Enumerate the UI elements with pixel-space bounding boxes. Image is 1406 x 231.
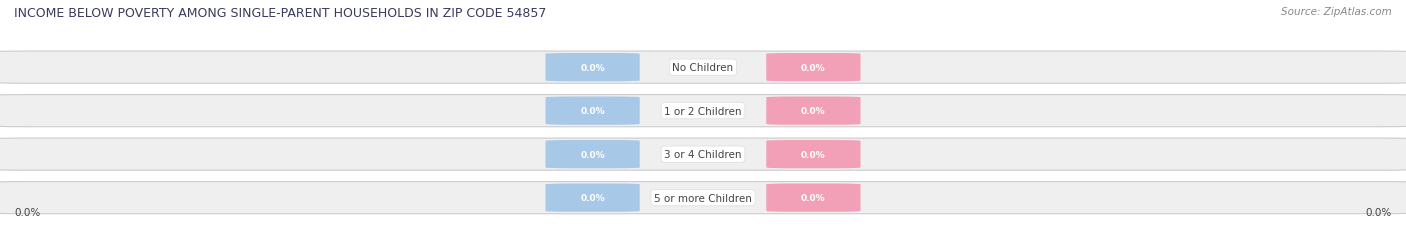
Text: 0.0%: 0.0%	[801, 193, 825, 202]
FancyBboxPatch shape	[766, 140, 860, 169]
Text: 3 or 4 Children: 3 or 4 Children	[664, 149, 742, 159]
FancyBboxPatch shape	[546, 140, 640, 169]
FancyBboxPatch shape	[546, 184, 640, 212]
FancyBboxPatch shape	[0, 95, 1406, 127]
Text: 0.0%: 0.0%	[801, 150, 825, 159]
FancyBboxPatch shape	[0, 182, 1406, 214]
Text: 0.0%: 0.0%	[581, 63, 605, 72]
Text: 5 or more Children: 5 or more Children	[654, 193, 752, 203]
Text: 0.0%: 0.0%	[1365, 207, 1392, 218]
Text: 0.0%: 0.0%	[581, 107, 605, 116]
FancyBboxPatch shape	[766, 184, 860, 212]
FancyBboxPatch shape	[0, 138, 1406, 170]
FancyBboxPatch shape	[766, 97, 860, 125]
Text: No Children: No Children	[672, 63, 734, 73]
Text: 0.0%: 0.0%	[581, 193, 605, 202]
Text: 0.0%: 0.0%	[581, 150, 605, 159]
Text: 0.0%: 0.0%	[801, 107, 825, 116]
Text: Source: ZipAtlas.com: Source: ZipAtlas.com	[1281, 7, 1392, 17]
Text: 0.0%: 0.0%	[801, 63, 825, 72]
Text: 1 or 2 Children: 1 or 2 Children	[664, 106, 742, 116]
Text: 0.0%: 0.0%	[14, 207, 41, 218]
Text: INCOME BELOW POVERTY AMONG SINGLE-PARENT HOUSEHOLDS IN ZIP CODE 54857: INCOME BELOW POVERTY AMONG SINGLE-PARENT…	[14, 7, 547, 20]
FancyBboxPatch shape	[546, 54, 640, 82]
FancyBboxPatch shape	[546, 97, 640, 125]
FancyBboxPatch shape	[0, 52, 1406, 84]
FancyBboxPatch shape	[766, 54, 860, 82]
